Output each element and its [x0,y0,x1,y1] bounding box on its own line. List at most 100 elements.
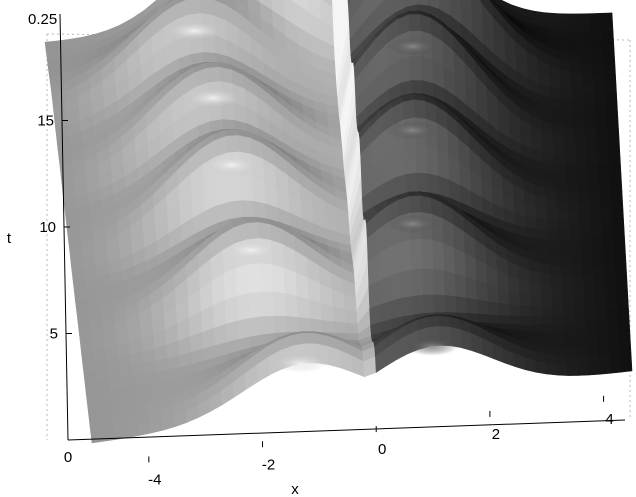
surface-patch [586,147,599,158]
surface-patch [558,230,571,241]
surface-patch [556,364,569,376]
surface-patch [553,144,566,157]
surface-patch [187,0,202,16]
surface-patch [615,272,628,283]
surface-patch [302,332,317,345]
surface-patch [606,119,619,130]
surface-patch [601,38,615,49]
surface-patch [616,290,629,301]
surface-patch [454,273,467,299]
surface-patch [588,364,601,376]
surface-patch [583,284,596,295]
surface-patch [421,56,434,84]
surface-patch [79,339,94,353]
surface-patch [535,206,548,221]
surface-patch [499,315,512,325]
surface-patch [604,74,617,85]
surface-patch [563,136,576,148]
surface-patch [520,305,533,317]
surface-patch [595,310,608,322]
surface-patch [536,229,549,241]
surface-patch [408,10,421,16]
surface-patch [602,246,616,257]
surface-patch [508,290,521,306]
surface-patch [309,318,324,333]
surface-patch [598,354,611,366]
surface-patch [613,236,626,247]
surface-patch [389,242,402,277]
surface-patch [536,218,549,231]
surface-patch [563,126,576,139]
surface-patch [591,47,604,58]
x-tick-label: -2 [262,456,275,473]
surface-patch [410,56,423,81]
surface-patch [552,305,565,316]
surface-patch [607,128,620,139]
surface-patch [577,184,590,194]
surface-patch [235,264,250,297]
surface-patch [228,200,243,220]
surface-patch [380,300,393,323]
surface-patch [249,316,264,338]
surface-patch [404,144,418,175]
surface-patch [611,200,624,211]
surface-patch [603,65,616,76]
surface-patch [579,220,592,232]
surface-patch [598,165,611,176]
z-tick-label: 0.25 [28,11,57,28]
surface-patch [390,297,404,320]
surface-patch [592,64,605,76]
surface-patch [594,292,607,304]
surface-patch [94,358,109,372]
ridge-highlight [168,21,221,40]
surface-patch [580,55,594,66]
surface-patch [609,362,622,374]
surface-patch [248,291,263,319]
surface-patch [548,239,561,250]
surface-patch [594,283,607,294]
surface-patch [81,350,95,363]
surface-patch [599,192,612,203]
surface-patch [259,263,274,293]
x-tick-label: 0 [378,441,386,458]
surface-right-half [347,0,633,376]
x-tick-label: -4 [148,471,161,488]
surface-patch [89,420,104,434]
surface-patch [617,307,630,319]
surface-patch [563,313,576,325]
surface-patch [252,177,266,205]
surface-patch [596,128,609,139]
surface-patch [565,174,579,185]
surface-patch [98,399,113,412]
surface-patch [283,267,298,297]
x-tick-labels: -4 -2 0 2 4 [148,395,614,488]
surface-patch [612,218,625,229]
surface-patch [599,183,612,194]
surface-patch [285,316,300,333]
surface-patch [529,281,542,296]
surface-patch [576,347,589,358]
surface-patch [568,221,581,232]
surface-patch [581,63,594,75]
surface-patch [108,377,123,391]
surface-patch [582,92,596,103]
surface-patch [579,38,593,49]
surface-patch [238,135,252,155]
t-tick-label: 5 [50,326,58,343]
t-tick-labels: 5 10 15 [37,113,72,343]
surface-patch [601,228,614,239]
surface-patch [422,268,435,296]
surface-patch [549,255,562,267]
surface-patch [593,274,606,285]
surface-patch [573,303,586,315]
surface-patch [273,315,288,334]
surface-patch [567,22,580,32]
surface-patch [320,302,335,323]
surface-patch [555,13,569,23]
surface-patch [565,347,578,358]
surface-patch [415,144,428,174]
surface-patch [573,119,586,130]
surface-patch [332,306,347,324]
surface-patch [572,275,585,286]
